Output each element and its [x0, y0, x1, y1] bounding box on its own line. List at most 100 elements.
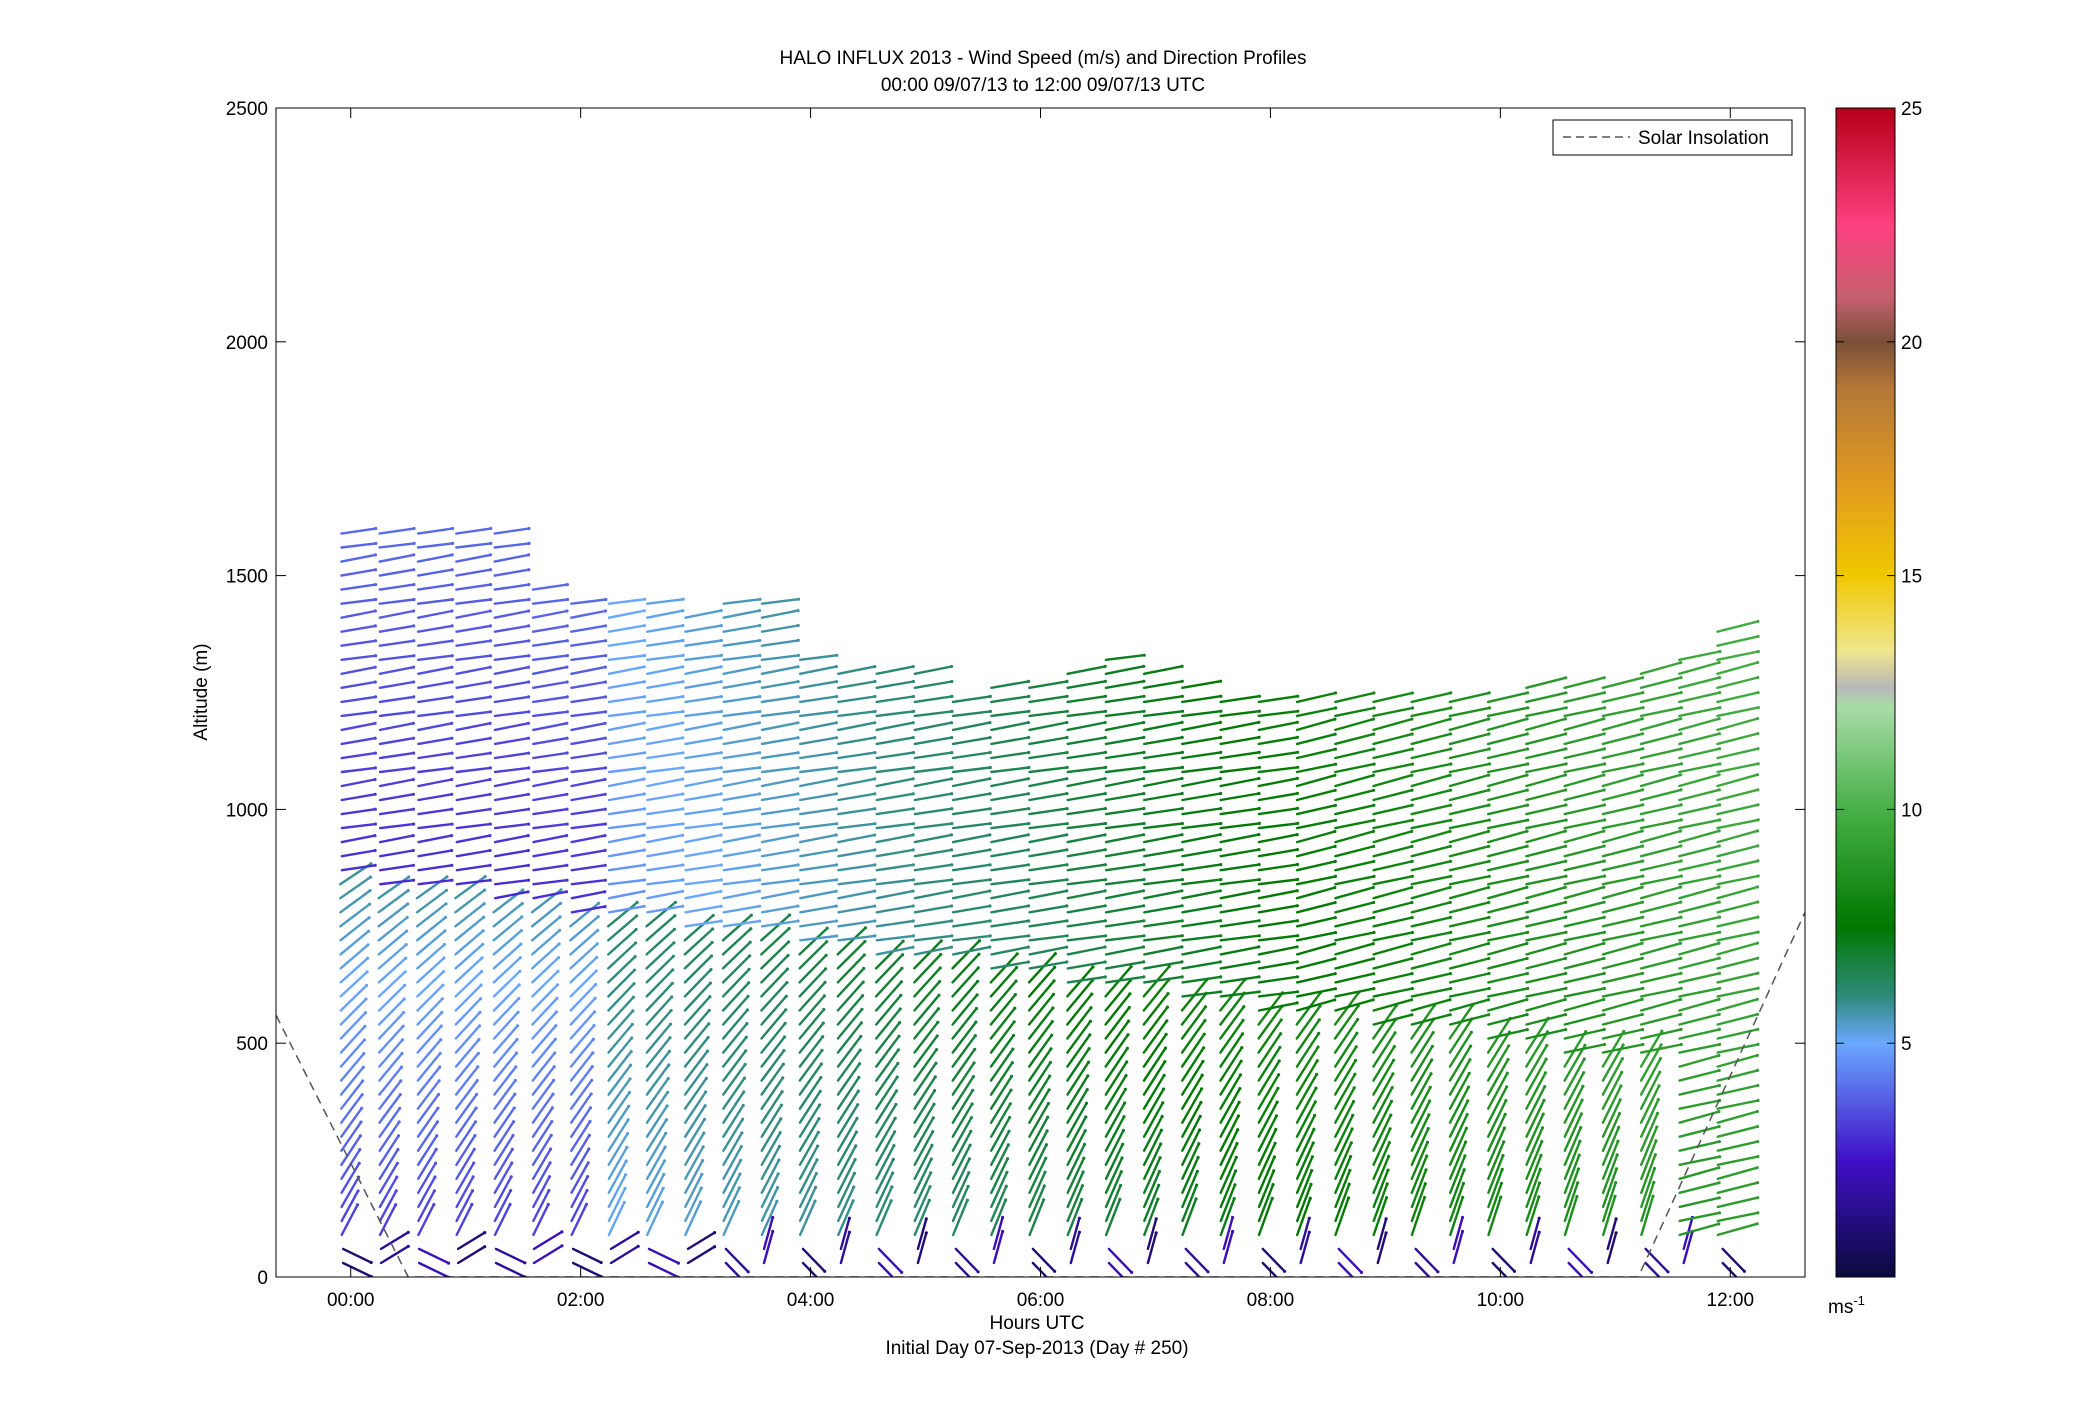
wind-arrow-head: [1257, 934, 1261, 938]
wind-arrow: [875, 934, 915, 942]
wind-arrow-head: [1142, 792, 1146, 796]
wind-arrow: [837, 833, 876, 844]
wind-arrow-head: [1027, 735, 1031, 740]
wind-arrow: [1716, 747, 1760, 760]
wind-arrow: [454, 875, 487, 900]
wind-arrow-head: [1449, 818, 1453, 822]
wind-arrow: [951, 980, 979, 1012]
wind-arrow-head: [1356, 1017, 1360, 1022]
wind-arrow-head: [1384, 1196, 1389, 1200]
wind-arrow-head: [1410, 930, 1414, 935]
wind-arrow-head: [1464, 1126, 1468, 1130]
wind-arrow: [646, 1187, 665, 1223]
wind-arrow-head: [667, 1049, 672, 1053]
wind-arrow: [722, 995, 750, 1026]
wind-arrow: [1678, 915, 1721, 928]
wind-arrow-head: [1050, 1020, 1054, 1024]
wind-arrow-head: [1045, 1129, 1049, 1133]
wind-arrow: [836, 994, 864, 1026]
wind-arrow: [1525, 972, 1567, 984]
wind-arrow: [416, 1134, 438, 1167]
wind-arrow-head: [482, 902, 486, 906]
wind-arrow-head: [450, 736, 454, 740]
wind-arrow: [1678, 900, 1721, 914]
wind-arrow-head: [1717, 1068, 1721, 1073]
wind-arrow: [951, 833, 991, 844]
wind-arrow: [1143, 1197, 1160, 1237]
wind-arrow-head: [852, 1185, 856, 1189]
wind-arrow-head: [719, 904, 723, 908]
wind-arrow: [722, 792, 761, 802]
wind-arrow: [951, 1007, 978, 1040]
wind-arrow-head: [519, 942, 523, 946]
wind-arrow-head: [565, 710, 569, 714]
wind-arrow: [1295, 1005, 1322, 1040]
wind-arrow: [1142, 1101, 1165, 1138]
wind-arrow-head: [891, 1157, 895, 1161]
wind-arrow: [1066, 1006, 1093, 1040]
wind-arrow: [416, 1093, 440, 1124]
wind-arrow-head: [1065, 792, 1069, 796]
wind-arrow-head: [666, 1090, 670, 1094]
wind-arrow: [874, 940, 905, 970]
wind-arrow-head: [1468, 1058, 1472, 1062]
wind-arrow-head: [785, 981, 789, 985]
wind-arrow: [1716, 1140, 1759, 1152]
wind-arrow-head: [373, 792, 377, 796]
wind-arrow: [1601, 987, 1645, 998]
wind-arrow-head: [1602, 788, 1606, 792]
wind-arrow-head: [796, 777, 800, 781]
wind-arrow: [1257, 1128, 1278, 1167]
wind-arrow-head: [489, 654, 493, 658]
wind-arrow: [1143, 945, 1184, 956]
wind-arrow-head: [911, 679, 916, 684]
wind-arrow-head: [966, 1184, 970, 1188]
wind-arrow-head: [673, 914, 677, 918]
wind-arrow-head: [977, 939, 982, 943]
wind-arrow-head: [950, 751, 954, 755]
wind-arrow: [1639, 1013, 1682, 1026]
wind-arrow: [1180, 1073, 1204, 1110]
wind-arrow: [951, 1143, 972, 1181]
wind-arrow: [646, 822, 685, 830]
wind-arrow-head: [450, 766, 454, 770]
wind-arrow: [1295, 1183, 1313, 1223]
wind-arrow-head: [1089, 1006, 1093, 1010]
wind-arrow: [1525, 957, 1567, 970]
wind-arrow: [1563, 1112, 1583, 1152]
wind-arrow-head: [1103, 807, 1107, 811]
wind-arrow-head: [1525, 717, 1529, 721]
wind-arrow: [1027, 1047, 1053, 1082]
wind-arrow-head: [527, 695, 531, 699]
wind-arrow: [1678, 717, 1721, 732]
wind-arrow: [1028, 1074, 1051, 1110]
wind-arrow-head: [1448, 900, 1452, 905]
wind-arrow-head: [526, 792, 531, 796]
wind-arrow-head: [823, 980, 827, 985]
wind-arrow: [721, 914, 753, 942]
wind-arrow-head: [1240, 1032, 1245, 1036]
wind-arrow: [1104, 889, 1145, 900]
wind-arrow: [1104, 934, 1146, 942]
wind-arrow-head: [719, 863, 723, 867]
wind-arrow-head: [950, 736, 954, 740]
wind-arrow: [1716, 844, 1759, 858]
wind-arrow: [760, 1186, 779, 1223]
wind-arrow-head: [975, 993, 979, 997]
wind-arrow-head: [781, 1076, 785, 1080]
wind-arrow-head: [1564, 971, 1568, 976]
wind-arrow-head: [1641, 915, 1645, 919]
wind-arrow-head: [565, 624, 569, 628]
wind-arrow-head: [1742, 1269, 1746, 1273]
wind-arrow: [1372, 1182, 1389, 1223]
wind-arrow: [1716, 900, 1759, 914]
wind-arrow-head: [434, 1161, 438, 1165]
wind-arrow: [1184, 1247, 1210, 1274]
wind-arrow-head: [401, 1024, 405, 1028]
wind-arrow-head: [1448, 972, 1453, 976]
wind-arrow-head: [1410, 706, 1415, 710]
wind-arrow: [607, 878, 646, 886]
wind-arrow-head: [369, 862, 373, 866]
wind-arrow: [684, 639, 723, 647]
wind-arrow-head: [565, 751, 569, 755]
